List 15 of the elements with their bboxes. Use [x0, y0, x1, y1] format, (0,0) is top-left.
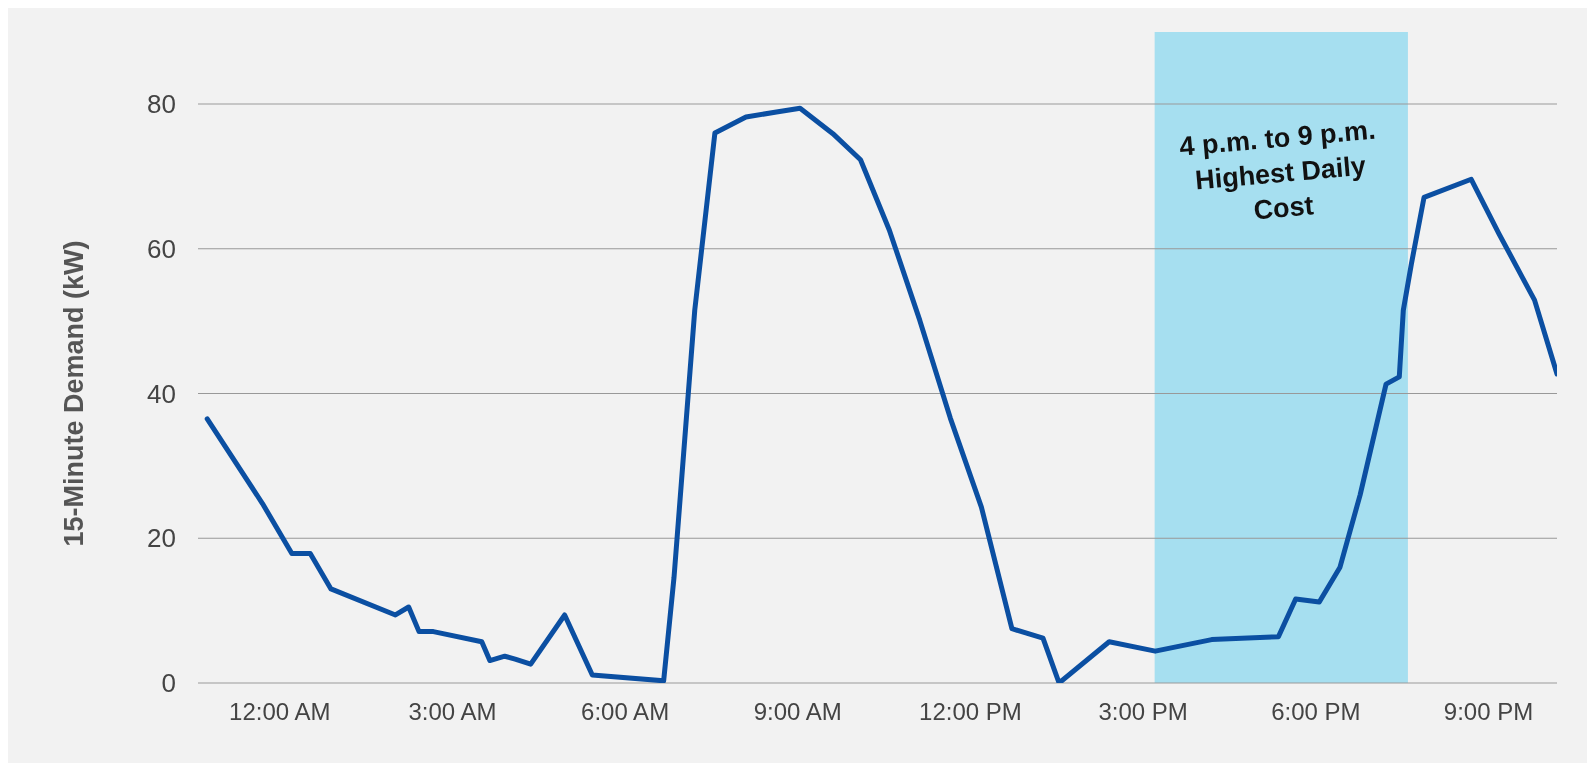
x-tick-label: 9:00 PM	[1443, 698, 1534, 726]
x-tick-label: 12:00 PM	[919, 698, 1022, 726]
x-tick-label: 12:00 AM	[229, 698, 331, 726]
x-tick-label: 3:00 AM	[408, 698, 497, 726]
x-tick-label: 9:00 AM	[753, 698, 842, 726]
x-tick-label: 6:00 AM	[581, 698, 670, 726]
band-label: 4 p.m. to 9 p.m. Highest Daily Cost	[1178, 114, 1377, 226]
x-tick-label: 3:00 PM	[1098, 698, 1188, 726]
y-tick-label: 20	[147, 523, 176, 554]
y-tick-label: 80	[147, 89, 176, 119]
x-tick-label: 6:00 PM	[1271, 698, 1361, 726]
y-tick-label: 0	[161, 668, 176, 698]
y-axis-title: 15-Minute Demand (kW)	[58, 240, 89, 547]
y-tick-label: 40	[147, 378, 176, 409]
y-tick-label: 60	[147, 233, 176, 264]
